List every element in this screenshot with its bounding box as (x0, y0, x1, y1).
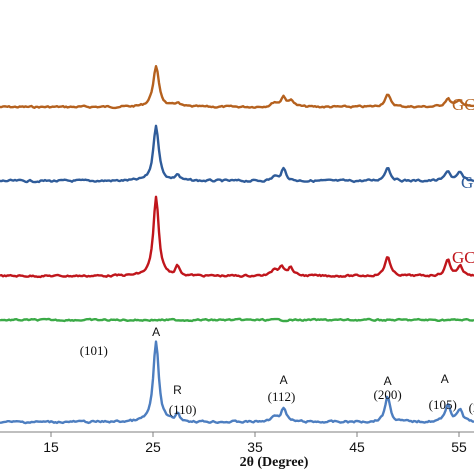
phase-marker: A (152, 325, 160, 339)
xrd-pattern-3 (0, 195, 474, 279)
xrd-pattern-4 (0, 317, 474, 323)
plane-index: (101) (80, 343, 108, 358)
xrd-pattern-1 (0, 65, 474, 110)
x-axis: 15 25 35 45 55 (0, 431, 474, 455)
plane-index: (105) (429, 397, 457, 412)
xrd-pattern-5 (0, 340, 474, 425)
x-tick-label: 45 (349, 439, 365, 455)
plane-index: (110) (169, 402, 197, 417)
series-label: G (461, 173, 473, 192)
x-axis-title: 2θ (Degree) (240, 455, 309, 470)
x-tick-label: 25 (145, 439, 161, 455)
phase-marker: A (384, 374, 392, 388)
x-tick-label: 55 (451, 439, 467, 455)
series-label: GC (452, 95, 474, 114)
plane-index: (200) (374, 387, 402, 402)
phase-marker: A (280, 373, 288, 387)
xrd-pattern-2 (0, 124, 474, 184)
label-layer: GCGGCA(101)R(110)A(112)A(200)A(105)A(211… (80, 95, 474, 417)
series-label: GC (452, 248, 474, 267)
x-tick-label: 15 (43, 439, 59, 455)
plane-index: (112) (268, 389, 296, 404)
series-layer (0, 65, 474, 425)
x-tick-label: 35 (247, 439, 263, 455)
phase-marker: A (441, 372, 449, 386)
plane-index: (211) (469, 400, 474, 415)
phase-marker: R (173, 383, 182, 397)
